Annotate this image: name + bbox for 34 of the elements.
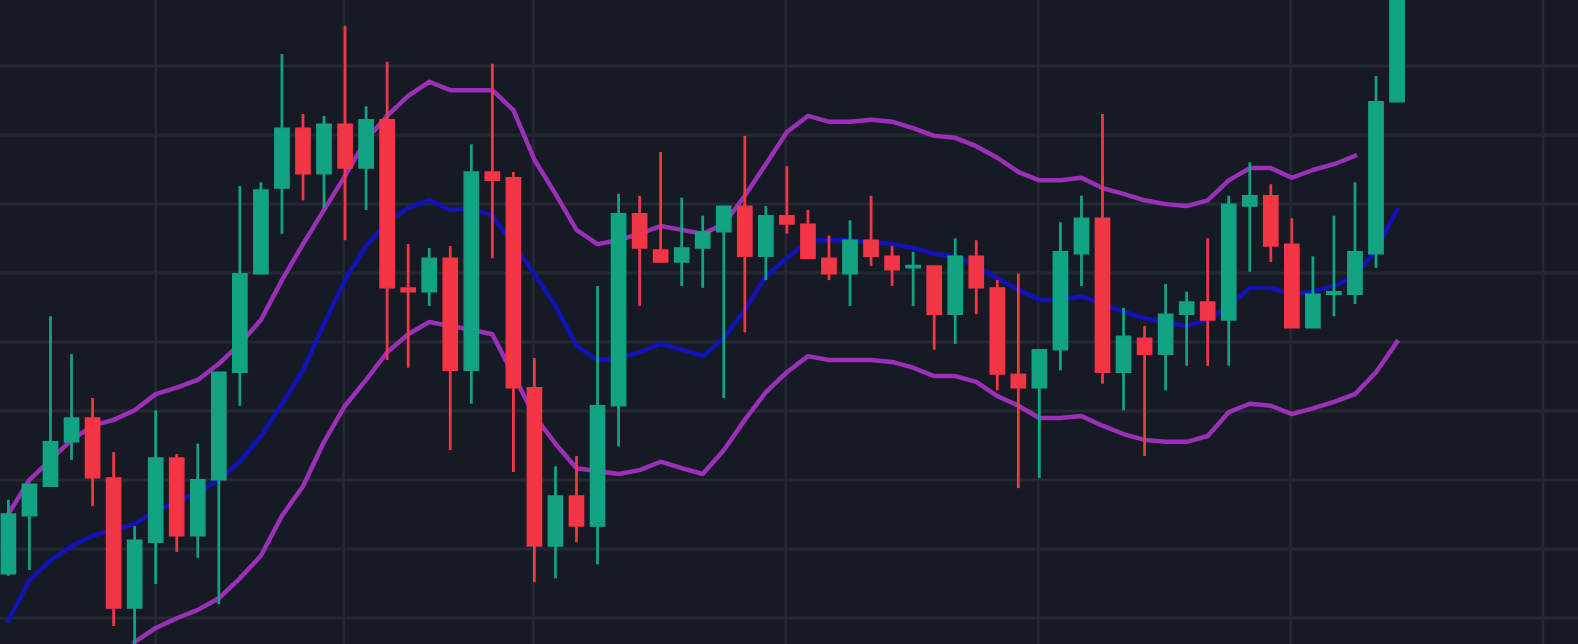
candlestick bbox=[1178, 290, 1195, 368]
candlestick bbox=[484, 62, 501, 260]
candlestick bbox=[779, 164, 795, 236]
candlestick bbox=[1199, 236, 1216, 368]
candlestick bbox=[1326, 214, 1342, 318]
candlestick bbox=[42, 314, 59, 488]
candlestick bbox=[673, 196, 690, 288]
candlestick bbox=[800, 208, 816, 260]
candlestick bbox=[421, 246, 438, 308]
candlestick bbox=[63, 352, 80, 462]
candlestick bbox=[21, 482, 38, 572]
candlestick bbox=[568, 454, 585, 544]
candlestick bbox=[758, 204, 774, 282]
candlestick bbox=[1136, 324, 1153, 458]
candlestick bbox=[842, 218, 858, 308]
candlestick bbox=[631, 194, 648, 308]
candlestick bbox=[1241, 160, 1258, 274]
candlestick bbox=[884, 244, 900, 288]
candlestick bbox=[400, 242, 417, 370]
candlestick bbox=[1073, 194, 1090, 288]
candlestick bbox=[1157, 282, 1174, 392]
candlestick bbox=[821, 234, 837, 282]
candlestick bbox=[1010, 272, 1027, 490]
candlestick bbox=[295, 112, 311, 202]
candlestick bbox=[1347, 180, 1363, 306]
candlestick bbox=[652, 150, 669, 264]
candlestick bbox=[715, 204, 732, 400]
candlestick bbox=[1115, 306, 1132, 412]
candlestick bbox=[1305, 254, 1321, 330]
candlestick bbox=[1031, 348, 1048, 480]
candlestick bbox=[694, 214, 711, 290]
candlestick bbox=[863, 194, 879, 268]
candlestick bbox=[968, 238, 985, 316]
candlestick bbox=[905, 250, 921, 308]
